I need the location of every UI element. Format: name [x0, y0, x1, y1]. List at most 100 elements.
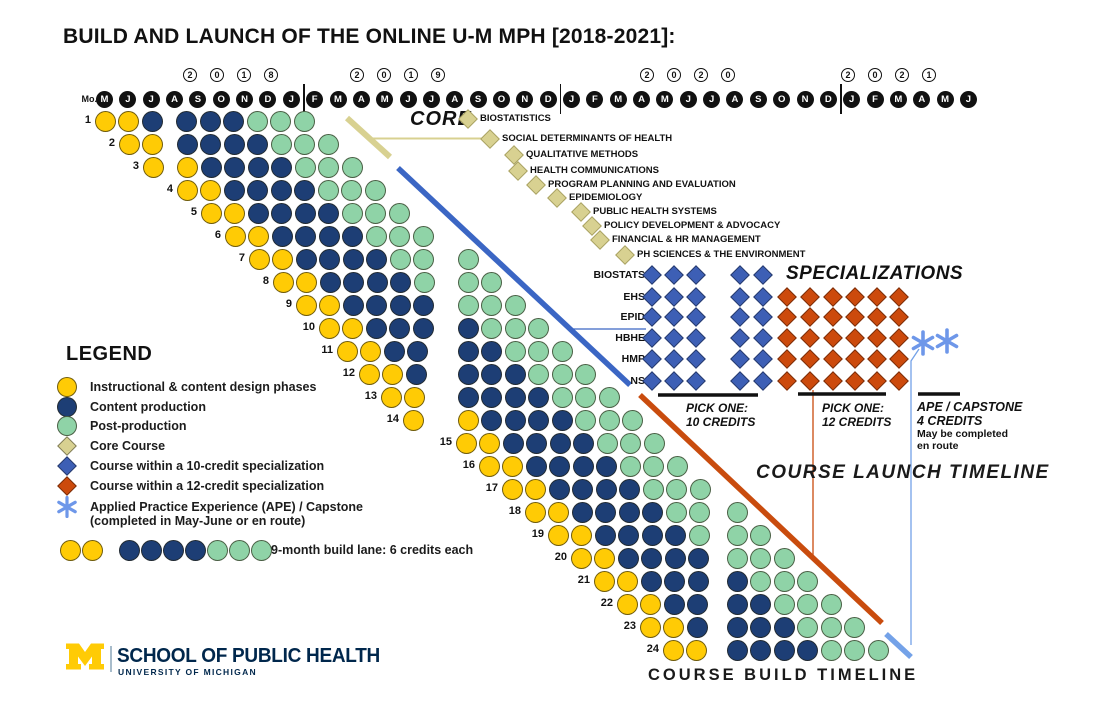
- build-dot-postproduction: [844, 616, 865, 638]
- ape-pointer-line: [910, 348, 920, 645]
- year-digit: 2: [183, 68, 197, 82]
- year-digit: 2: [350, 68, 364, 82]
- build-dot-production: [481, 340, 502, 362]
- build-dot-production: [457, 386, 479, 408]
- spec-diamond-12credit: [889, 307, 909, 327]
- build-dot-postproduction: [270, 110, 291, 132]
- build-dot-production: [641, 547, 662, 569]
- build-dot-design: [380, 386, 402, 408]
- month-circle: J: [119, 90, 137, 108]
- build-dot-production: [295, 248, 317, 270]
- build-dot-design: [479, 432, 500, 454]
- course-row-number: 16: [462, 459, 475, 471]
- build-dot-production: [773, 639, 795, 661]
- month-circle: J: [843, 90, 861, 108]
- build-dot-postproduction: [228, 539, 250, 561]
- spec-diamond-10credit: [753, 371, 773, 391]
- build-dot-production: [687, 593, 708, 615]
- course-row-number: 14: [386, 413, 399, 425]
- build-dot-design: [548, 501, 569, 523]
- month-circle: J: [399, 90, 417, 108]
- core-section-label: CORE: [410, 108, 472, 130]
- build-dot-postproduction: [643, 432, 665, 454]
- month-axis-label: Mo.: [81, 94, 98, 104]
- month-circle: O: [773, 90, 791, 108]
- spec-diamond-10credit: [686, 265, 706, 285]
- year-digit: 1: [237, 68, 251, 82]
- build-dot-production: [502, 432, 524, 454]
- build-dot-production: [726, 639, 748, 661]
- month-circle: A: [166, 90, 184, 108]
- build-dot-design: [501, 478, 523, 500]
- spec-diamond-10credit: [730, 349, 750, 369]
- month-circle: A: [633, 90, 651, 108]
- build-dot-production: [688, 547, 709, 569]
- build-dot-production: [389, 317, 410, 339]
- build-dot-design: [457, 409, 479, 431]
- course-row-number: 2: [108, 137, 115, 149]
- course-launch-timeline-label: COURSE LAUNCH TIMELINE: [756, 462, 1050, 483]
- build-dot-production: [342, 225, 363, 247]
- spec-diamond-12credit: [823, 287, 843, 307]
- build-dot-design: [295, 294, 317, 316]
- build-dot-postproduction: [206, 539, 228, 561]
- course-row-number: 18: [508, 505, 521, 517]
- spec-diamond-12credit: [867, 371, 887, 391]
- month-circle: O: [492, 90, 510, 108]
- build-dot-design: [525, 478, 546, 500]
- core-course-diamond: [526, 175, 546, 195]
- spec-diamond-10credit: [730, 307, 750, 327]
- build-dot-postproduction: [689, 478, 711, 500]
- build-dot-postproduction: [575, 409, 596, 431]
- build-dot-design: [478, 455, 500, 477]
- build-dot-production: [526, 432, 547, 454]
- build-dot-postproduction: [797, 593, 818, 615]
- core-course-label: QUALITATIVE METHODS: [526, 149, 639, 160]
- spec-diamond-12credit: [800, 307, 820, 327]
- build-dot-production: [750, 616, 771, 638]
- build-dot-production: [383, 340, 405, 362]
- spec-diamond-12credit: [823, 307, 843, 327]
- build-dot-design: [640, 593, 661, 615]
- build-dot-postproduction: [293, 110, 315, 132]
- build-dot-design: [663, 616, 684, 638]
- month-circle: J: [703, 90, 721, 108]
- core-course-label: BIOSTATISTICS: [480, 113, 551, 124]
- build-dot-design: [59, 539, 81, 561]
- month-circle: S: [469, 90, 487, 108]
- build-dot-design: [593, 570, 615, 592]
- build-dot-postproduction: [598, 409, 620, 431]
- build-dot-postproduction: [388, 202, 410, 224]
- build-dot-production: [318, 202, 339, 224]
- spec-diamond-12credit: [889, 349, 909, 369]
- build-dot-design: [547, 524, 569, 546]
- ape-capstone-line1: APE / CAPSTONE: [917, 400, 1023, 414]
- course-row-number: 22: [600, 597, 613, 609]
- pick-one-10-line2: 10 CREDITS: [686, 415, 756, 429]
- year-digit: 2: [640, 68, 654, 82]
- build-dot-postproduction: [726, 547, 748, 569]
- build-dot-postproduction: [413, 248, 434, 270]
- year-digit: 8: [264, 68, 278, 82]
- build-dot-postproduction: [726, 501, 748, 523]
- year-digit: 0: [210, 68, 224, 82]
- build-dot-production: [318, 225, 340, 247]
- build-dot-design: [200, 202, 222, 224]
- spec-diamond-12credit: [823, 328, 843, 348]
- build-dot-design: [142, 133, 163, 155]
- spec-diamond-10credit: [753, 307, 773, 327]
- build-dot-postproduction: [643, 455, 664, 477]
- build-dot-production: [797, 639, 818, 661]
- course-row-number: 20: [554, 551, 567, 563]
- course-row-number: 3: [132, 160, 139, 172]
- legend-item-label-line2: (completed in May-June or en route): [90, 514, 306, 528]
- ape-capstone-asterisk-icon: [911, 330, 935, 356]
- build-dot-production: [481, 386, 502, 408]
- month-circle: J: [282, 90, 300, 108]
- spec-diamond-12credit: [889, 287, 909, 307]
- build-dot-postproduction: [750, 547, 771, 569]
- build-dot-postproduction: [820, 639, 842, 661]
- build-dot-postproduction: [317, 179, 339, 201]
- year-digit: 2: [895, 68, 909, 82]
